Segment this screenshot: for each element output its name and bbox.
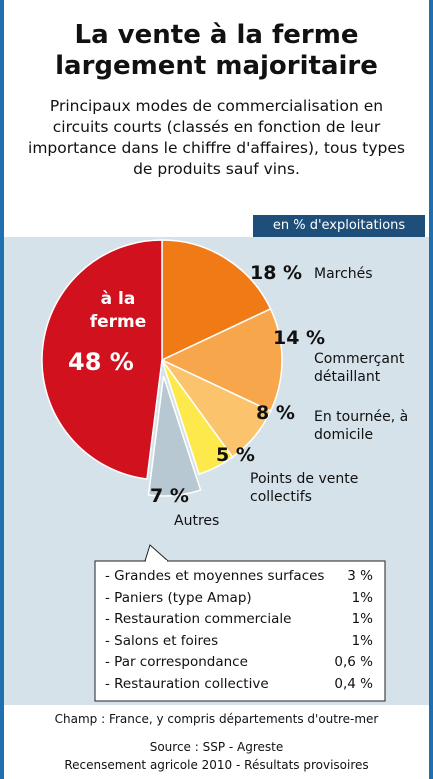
- row-value: 1%: [351, 589, 373, 606]
- slice-value-label: 7 %: [150, 485, 189, 507]
- slice-name-label: Points de vente collectifs: [250, 471, 359, 505]
- row-label: - Restauration collective: [105, 675, 269, 692]
- slice-name-label: Marchés: [314, 266, 373, 282]
- frame-left: [0, 0, 4, 779]
- row-label: - Salons et foires: [105, 632, 219, 649]
- breakdown-row: - Salons et foires 1%: [105, 633, 373, 649]
- row-value: 1%: [351, 611, 373, 627]
- pie-slice: [161, 239, 272, 362]
- title: La vente à la ferme largement majoritair…: [55, 20, 378, 81]
- row-value: 1%: [351, 632, 373, 649]
- unit-label: en % d'exploitations: [253, 215, 425, 237]
- breakdown-row: - Restauration collective 0,4 %: [105, 676, 373, 692]
- slice-value-label: 8 %: [256, 402, 295, 424]
- slice-name-label: Commerçant détaillant: [314, 351, 405, 385]
- pie: [41, 239, 283, 497]
- slice-value-label: 14 %: [273, 327, 326, 349]
- pie-slice: [41, 239, 163, 480]
- row-value: 0,6 %: [334, 654, 373, 670]
- slice-name-label: En tournée, à domicile: [314, 409, 409, 443]
- row-label: - Par correspondance: [105, 654, 248, 670]
- slice-value-label: 48 %: [68, 348, 134, 376]
- breakdown-row: - Paniers (type Amap) 1%: [105, 590, 373, 606]
- row-label: - Restauration commerciale: [105, 611, 292, 627]
- footer-census: Recensement agricole 2010 - Résultats pr…: [64, 758, 369, 772]
- pie-slice: [160, 307, 283, 413]
- breakdown-row: - Grandes et moyennes surfaces 3 %: [105, 568, 373, 584]
- pie-slice: [147, 375, 202, 497]
- slice-value-label: 18 %: [250, 262, 303, 284]
- breakdown-box: [94, 560, 386, 702]
- row-value: 3 %: [347, 568, 373, 584]
- frame-right: [429, 0, 433, 779]
- row-label: - Paniers (type Amap): [105, 589, 252, 606]
- footer-source: Source : SSP - Agreste: [149, 740, 284, 754]
- slice-value-label: 5 %: [216, 444, 255, 466]
- slice-name-label: Autres: [174, 513, 220, 529]
- slice-name-label: à la ferme: [89, 289, 147, 332]
- breakdown-row: - Par correspondance 0,6 %: [105, 654, 373, 670]
- footer-scope: Champ : France, y compris départements d…: [54, 712, 379, 726]
- subtitle: Principaux modes de commercialisation en…: [28, 97, 405, 178]
- row-label: - Grandes et moyennes surfaces: [105, 568, 325, 584]
- row-value: 0,4 %: [334, 675, 373, 692]
- breakdown-row: - Restauration commerciale 1%: [105, 611, 373, 627]
- pie-slice: [161, 359, 234, 476]
